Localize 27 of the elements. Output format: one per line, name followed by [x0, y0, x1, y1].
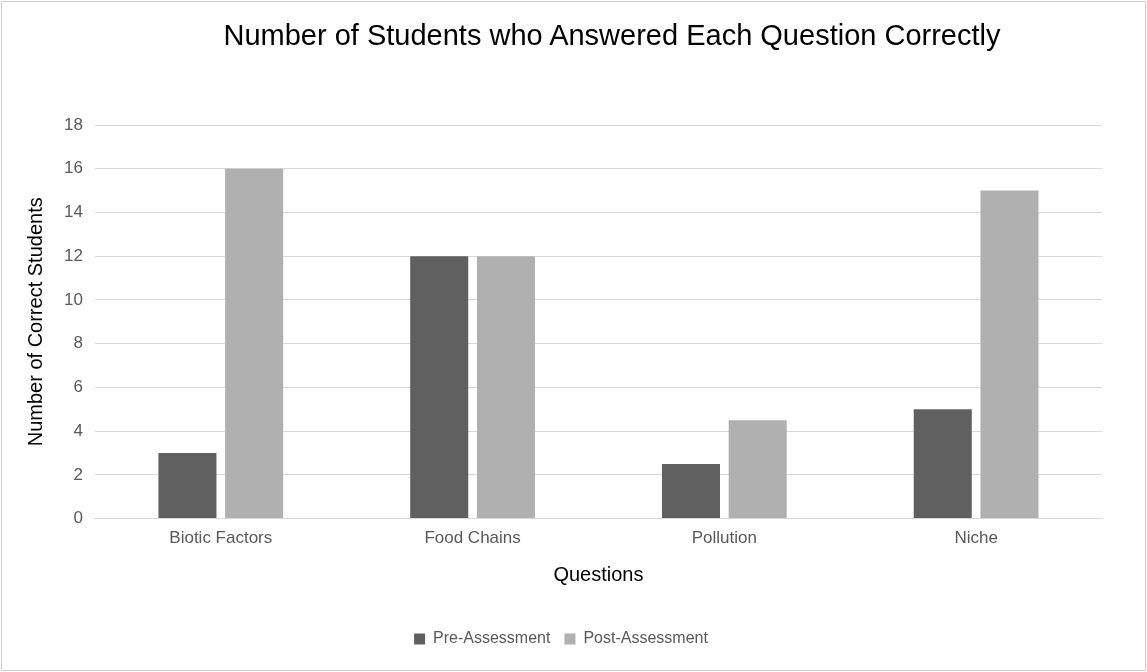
- y-tick-label: 18: [63, 114, 83, 134]
- y-tick-label: 16: [63, 158, 83, 178]
- y-axis-title: Number of Correct Students: [23, 197, 46, 447]
- y-tick-label: 10: [63, 289, 83, 309]
- bar: [225, 168, 284, 519]
- bar: [728, 420, 787, 519]
- y-tick-label: 4: [73, 420, 83, 440]
- x-tick-label: Food Chains: [424, 528, 521, 548]
- bar: [661, 463, 720, 519]
- bar: [476, 256, 535, 519]
- y-tick-label: 12: [63, 245, 83, 265]
- legend-label: Pre-Assessment: [433, 629, 551, 647]
- chart-title: Number of Students who Answered Each Question Correctly: [222, 18, 1002, 52]
- y-tick-label: 8: [73, 333, 83, 353]
- legend-label: Post-Assessment: [583, 629, 709, 647]
- y-tick-label: 14: [63, 202, 83, 222]
- y-tick-label: 0: [73, 508, 83, 528]
- y-tick-label: 2: [73, 464, 83, 484]
- bar: [980, 190, 1039, 519]
- y-tick-label: 6: [73, 377, 83, 397]
- x-tick-label: Niche: [954, 528, 998, 548]
- bar: [158, 453, 217, 519]
- x-tick-label: Pollution: [691, 528, 757, 548]
- bar: [410, 256, 469, 519]
- bar: [913, 409, 972, 519]
- x-tick-label: Biotic Factors: [169, 528, 273, 548]
- x-axis-title: Questions: [553, 562, 644, 585]
